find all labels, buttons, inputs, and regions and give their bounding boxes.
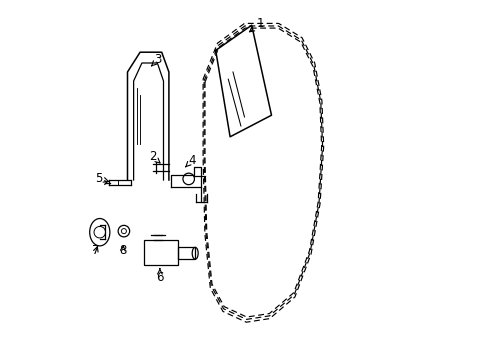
- Text: 7: 7: [92, 244, 100, 257]
- Bar: [178, 247, 195, 259]
- Bar: [143, 240, 178, 265]
- Text: 6: 6: [156, 269, 163, 284]
- Text: 5: 5: [95, 172, 108, 185]
- Text: 1: 1: [249, 17, 264, 32]
- Text: 2: 2: [149, 150, 160, 163]
- Text: 8: 8: [119, 244, 126, 257]
- Text: 4: 4: [185, 154, 196, 167]
- Text: 3: 3: [151, 53, 162, 66]
